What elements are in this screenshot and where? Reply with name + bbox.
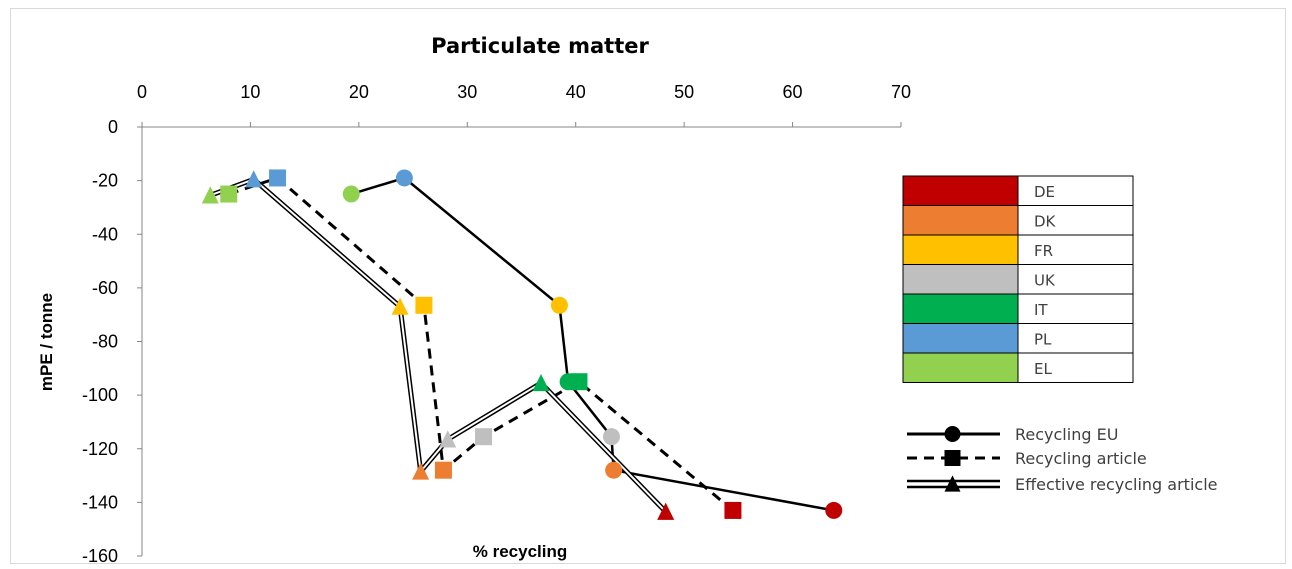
data-point (342, 185, 360, 203)
data-point (439, 430, 457, 448)
data-point (605, 461, 623, 479)
x-axis-label: % recycling (473, 542, 568, 561)
series-lines (209, 176, 834, 514)
x-tick-label: 60 (783, 82, 803, 102)
data-point (245, 170, 263, 188)
data-point (825, 501, 843, 519)
data-point (395, 169, 413, 187)
data-point (532, 373, 550, 392)
y-tick-label: -160 (82, 546, 118, 566)
legend-series-label: Recycling article (1015, 449, 1147, 468)
y-tick-label: 0 (108, 117, 118, 137)
legend-swatch (902, 264, 1019, 295)
legend-swatch (902, 352, 1019, 383)
data-point (475, 428, 493, 446)
series-legend: Recycling EU Recycling article Effective r… (907, 425, 1217, 494)
legend-cell (1017, 234, 1134, 265)
legend-cell (1017, 352, 1134, 383)
legend-series-label: Effective recycling article (1015, 475, 1217, 494)
legend-swatch (902, 293, 1019, 324)
data-point (724, 501, 742, 519)
x-tick-label: 20 (349, 82, 369, 102)
chart-frame (10, 8, 1286, 564)
axes: 0 10 20 30 40 50 60 70 0 -20 -40 -60 -80 -100 -120 -140… (82, 82, 911, 566)
data-point (415, 296, 433, 314)
data-point (570, 373, 588, 391)
legend-marker (944, 450, 961, 466)
x-tick-label: 0 (137, 82, 147, 102)
data-point (657, 502, 675, 520)
legend-label: EL (1034, 360, 1052, 378)
legend-cell (1017, 175, 1134, 206)
legend-label: PL (1034, 330, 1052, 348)
data-point (269, 169, 287, 187)
country-legend: DE DK FR UK IT PL EL (902, 175, 1134, 383)
y-tick-label: -20 (92, 171, 118, 191)
data-point (391, 297, 409, 315)
y-axis-label: mPE / tonne (37, 293, 56, 391)
data-point (434, 461, 452, 479)
legend-cell (1017, 205, 1134, 236)
x-tick-label: 70 (891, 82, 911, 102)
x-tick-label: 40 (566, 82, 586, 102)
x-tick-label: 30 (457, 82, 477, 102)
legend-cell (1017, 323, 1134, 354)
chart-title: Particulate matter (431, 34, 649, 58)
legend-label: IT (1034, 301, 1048, 319)
legend-label: DK (1034, 212, 1057, 230)
data-point (550, 296, 568, 314)
legend-label: FR (1034, 242, 1053, 260)
x-tick-label: 50 (674, 82, 694, 102)
data-point (220, 185, 238, 203)
y-tick-label: -40 (92, 224, 118, 244)
y-tick-label: -120 (82, 439, 118, 459)
legend-swatch (902, 323, 1019, 354)
data-point (602, 428, 620, 446)
y-tick-label: -140 (82, 492, 118, 512)
legend-series-label: Recycling EU (1015, 425, 1118, 444)
legend-cell (1017, 264, 1134, 295)
legend-swatch (902, 205, 1019, 236)
series-line (228, 176, 734, 512)
y-tick-label: -60 (92, 278, 118, 298)
data-point (412, 462, 430, 480)
legend-marker (944, 426, 961, 442)
legend-label: DE (1034, 183, 1055, 201)
series-markers (201, 169, 843, 520)
data-point (201, 186, 219, 204)
legend-label: UK (1034, 271, 1056, 289)
y-tick-label: -100 (82, 385, 118, 405)
legend-swatch (902, 234, 1019, 265)
legend-swatch (902, 175, 1019, 206)
series-line (350, 176, 834, 512)
legend-marker (944, 475, 961, 492)
y-tick-label: -80 (92, 332, 118, 352)
x-tick-label: 10 (240, 82, 260, 102)
